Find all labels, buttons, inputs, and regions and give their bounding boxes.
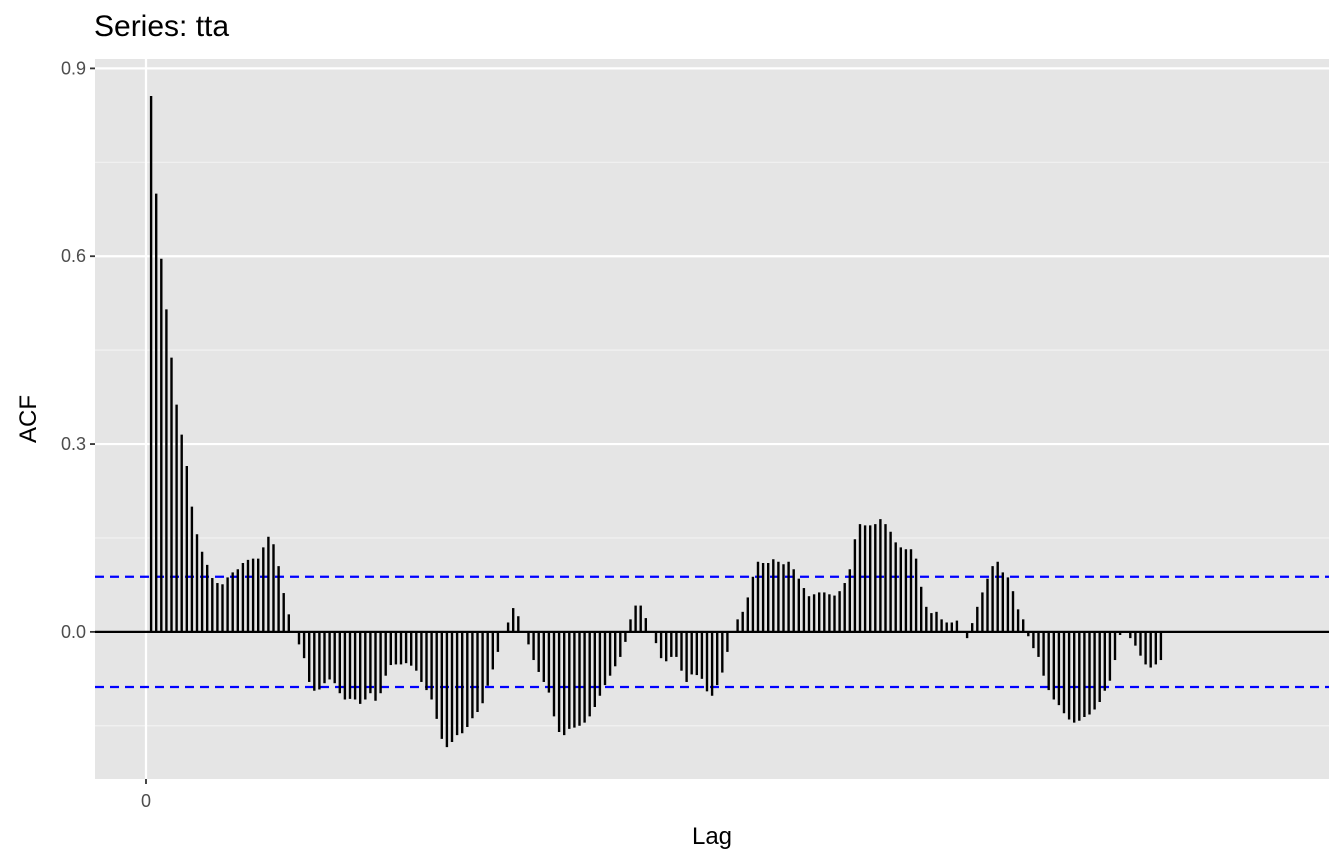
y-tick-label: 0.3 [61, 434, 86, 454]
chart-title: Series: tta [94, 10, 230, 43]
minor-gridlines [95, 161, 1329, 727]
acf-bars [95, 95, 1329, 748]
y-axis-title: ACF [15, 395, 42, 443]
y-tick-label: 0.0 [61, 622, 86, 642]
y-tick-label: 0.9 [61, 58, 86, 78]
y-tick-label: 0.6 [61, 246, 86, 266]
x-axis-title: Lag [692, 823, 732, 850]
x-tick-label: 0 [141, 791, 151, 811]
y-axis: 0.0 0.3 0.6 0.9 [61, 58, 95, 642]
x-axis: 0 [141, 779, 151, 811]
